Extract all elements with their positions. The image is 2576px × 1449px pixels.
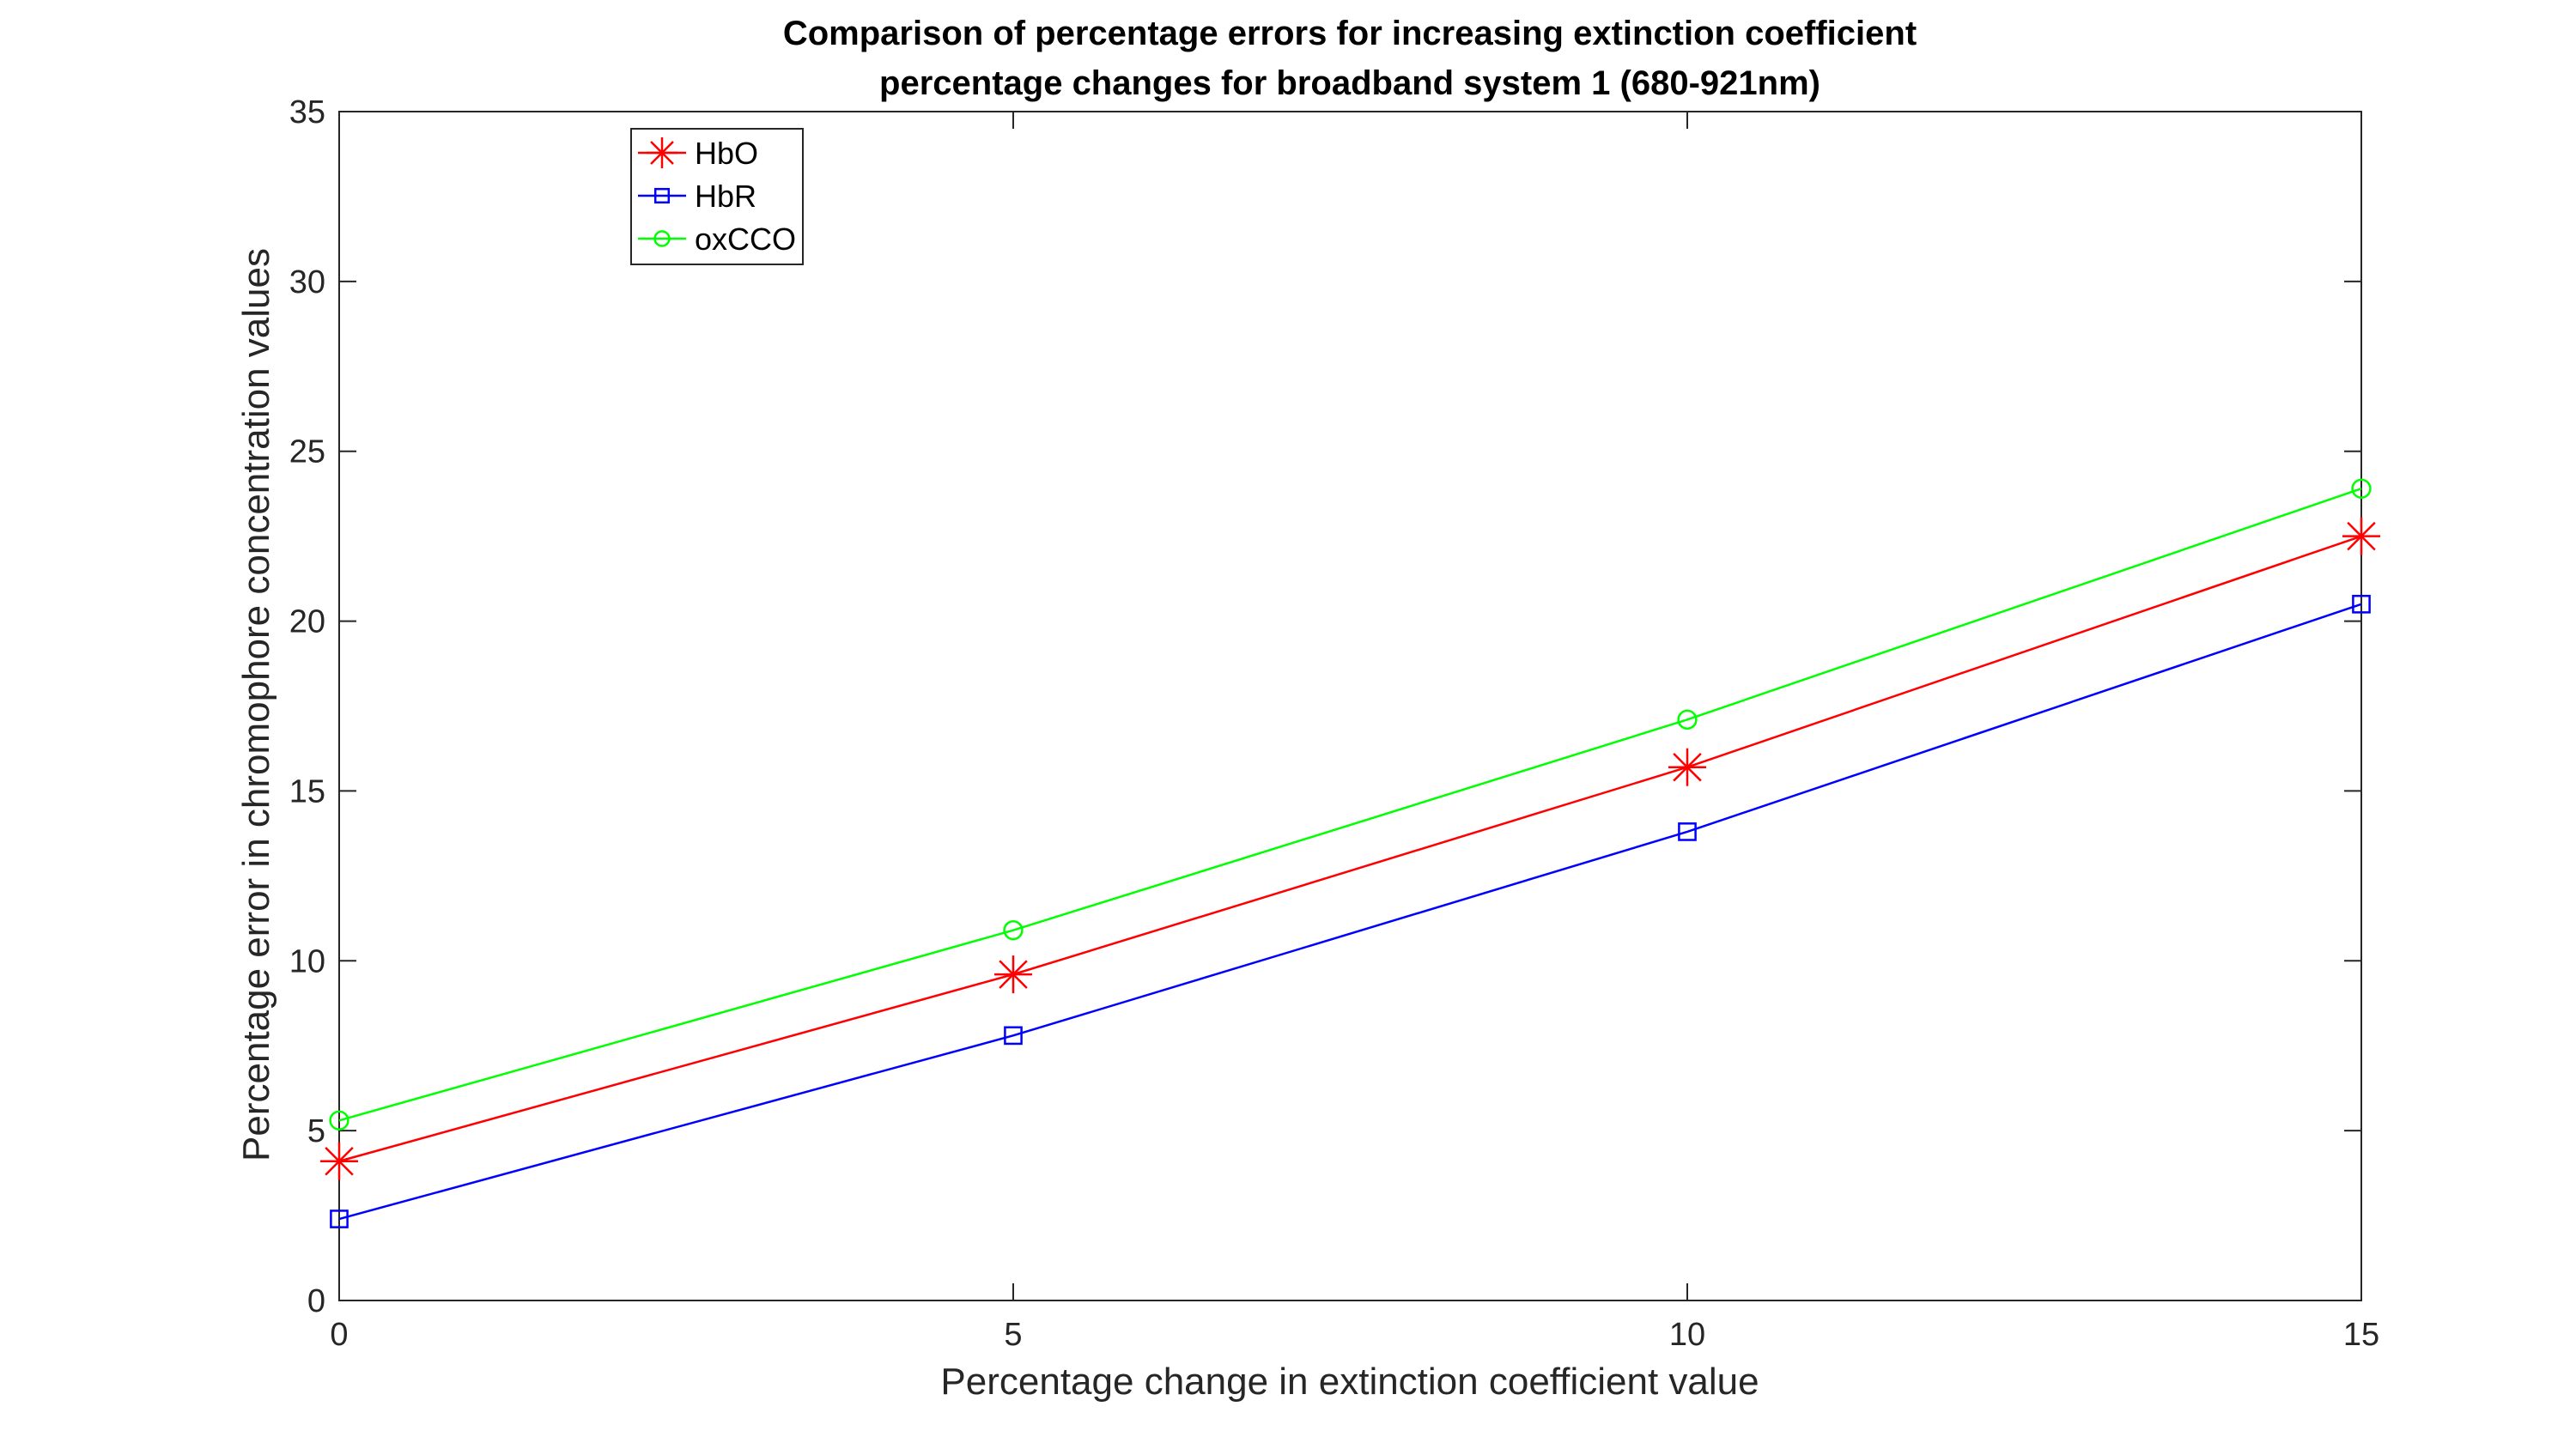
axis-ticks	[338, 111, 2362, 1301]
legend-label: oxCCO	[695, 221, 796, 257]
chart-title-line-1: Comparison of percentage errors for incr…	[783, 15, 1917, 52]
x-tick-label: 5	[1004, 1317, 1022, 1353]
axes-box	[338, 111, 2362, 1301]
y-tick-label: 30	[289, 264, 325, 300]
tick-labels: 0 5 10 15 0 5 10 15 20 25 30 35	[289, 94, 2379, 1353]
series-layer	[320, 478, 2380, 1228]
x-tick-label: 10	[1669, 1317, 1705, 1353]
asterisk-marker	[1668, 748, 1706, 786]
y-tick-label: 35	[289, 94, 325, 130]
legend-label: HbO	[695, 136, 758, 171]
circle-marker	[653, 230, 671, 247]
legend-label: HbR	[695, 179, 756, 214]
circle-marker	[1677, 709, 1698, 730]
series-line-hbo	[338, 535, 2362, 1162]
x-tick-label: 15	[2343, 1317, 2379, 1353]
x-tick-label: 0	[330, 1317, 348, 1353]
legend-item-oxcco: oxCCO	[638, 221, 796, 257]
square-marker	[2352, 594, 2371, 614]
circle-marker	[329, 1110, 349, 1131]
asterisk-marker	[320, 1142, 358, 1180]
plot-area	[320, 111, 2380, 1301]
y-tick-label: 20	[289, 604, 325, 640]
chart-title-line-2: percentage changes for broadband system …	[879, 64, 1820, 102]
square-marker	[1004, 1026, 1023, 1046]
y-tick-label: 25	[289, 434, 325, 470]
square-marker	[1678, 822, 1697, 841]
legend: HbO HbR oxCCO	[630, 128, 804, 265]
y-tick-label: 5	[307, 1113, 325, 1149]
y-tick-label: 15	[289, 773, 325, 809]
circle-marker	[2351, 478, 2372, 499]
y-tick-label: 0	[307, 1283, 325, 1319]
series-line-oxcco	[338, 488, 2362, 1122]
asterisk-marker	[994, 955, 1032, 994]
y-axis-label: Percentage error in chromophore concentr…	[235, 248, 277, 1161]
circle-marker	[1003, 920, 1024, 941]
square-marker	[653, 187, 671, 204]
x-axis-label: Percentage change in extinction coeffici…	[940, 1361, 1759, 1403]
legend-item-hbo: HbO	[638, 136, 758, 171]
asterisk-marker	[2342, 517, 2380, 555]
square-marker	[330, 1210, 349, 1228]
asterisk-marker	[647, 137, 677, 168]
y-tick-label: 10	[289, 943, 325, 979]
series-line-hbr	[338, 603, 2362, 1221]
legend-item-hbr: HbR	[638, 179, 756, 214]
